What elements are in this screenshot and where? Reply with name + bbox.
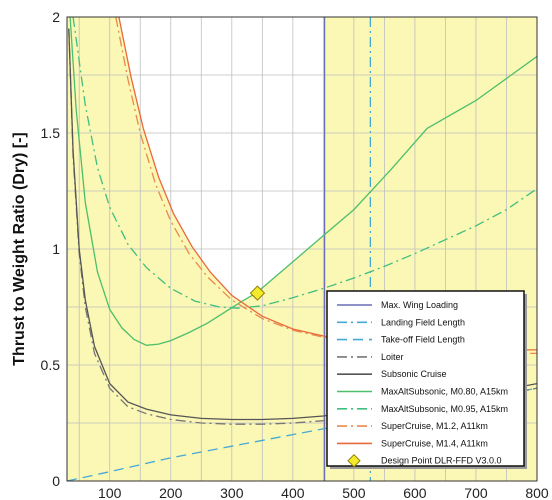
legend-label: SuperCruise, M1.2, A11km	[381, 421, 488, 431]
legend-label: Max. Wing Loading	[381, 300, 458, 310]
legend-label: SuperCruise, M1.4, A11km	[381, 438, 488, 448]
tick-layer: 100 200 300 400 500 600 700 800 0 0.5 1 1.5 2	[41, 9, 549, 500]
legend-label: Landing Field Length	[381, 317, 465, 327]
x-tick-label: 700	[464, 485, 488, 500]
x-tick-label: 300	[220, 485, 244, 500]
x-tick-label: 100	[98, 485, 122, 500]
y-tick-label: 1	[52, 241, 60, 257]
series-line	[69, 17, 537, 346]
legend-label: Take-off Field Length	[381, 335, 465, 345]
legend-label: MaxAltSubsonic, M0.95, A15km	[381, 404, 508, 414]
x-tick-label: 800	[525, 485, 549, 500]
legend-box	[326, 290, 525, 467]
legend-label: Design Point DLR-FFD V3.0.0	[381, 456, 502, 466]
y-axis-label: Thrust to Weight Ratio (Dry) [-]	[11, 132, 28, 365]
legend-label: MaxAltSubsonic, M0.80, A15km	[381, 387, 508, 397]
plot-frame	[66, 16, 538, 482]
x-tick-label: 200	[159, 485, 183, 500]
x-tick-label: 600	[403, 485, 427, 500]
legend-label: Subsonic Cruise	[381, 369, 447, 379]
design-point-marker	[249, 285, 266, 301]
y-tick-label: 2	[52, 9, 60, 25]
legend-label: Loiter	[381, 352, 404, 362]
series-line	[67, 387, 537, 481]
y-tick-label: 1.5	[41, 125, 61, 141]
x-tick-label: 500	[342, 485, 366, 500]
legend: Max. Wing Loading Landing Field Length Tak…	[326, 290, 527, 469]
y-tick-label: 0	[52, 473, 60, 489]
y-tick-label: 0.5	[41, 357, 61, 373]
legend-swatch	[347, 453, 361, 468]
series-layer	[67, 17, 537, 481]
series-line	[72, 17, 537, 309]
x-tick-label: 400	[281, 485, 305, 500]
